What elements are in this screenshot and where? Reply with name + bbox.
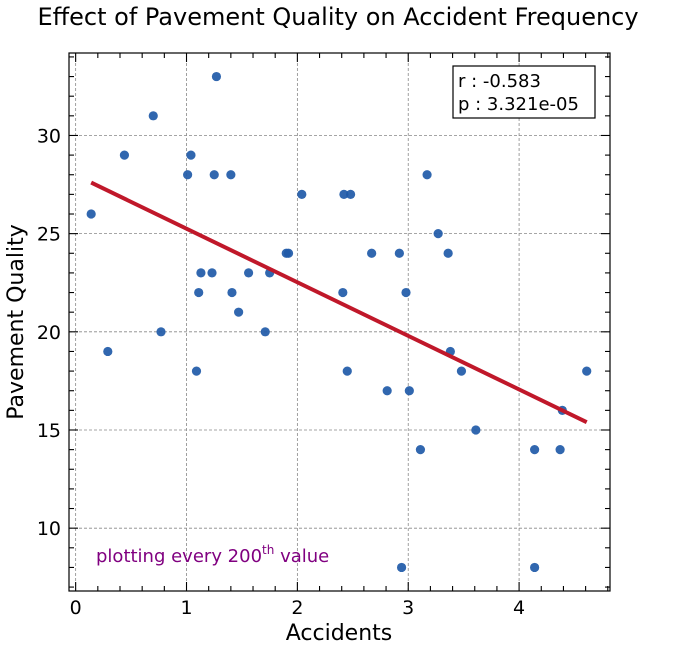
data-point [401, 287, 411, 298]
x-tick-label: 2 [291, 597, 303, 619]
data-point [404, 386, 414, 396]
data-point [582, 366, 592, 376]
data-point [243, 268, 254, 278]
data-point [433, 229, 443, 239]
data-points [86, 71, 592, 573]
sampling-note-superscript: th [262, 543, 274, 557]
x-tick-label: 1 [180, 597, 192, 619]
data-point [415, 445, 426, 455]
stats-box-frame [452, 65, 596, 119]
data-point [207, 268, 217, 278]
stats-p: p : 3.321e-05 [458, 94, 579, 115]
data-point [345, 189, 356, 199]
data-point [471, 425, 481, 435]
data-point [103, 346, 113, 357]
x-tick-label: 0 [70, 597, 82, 619]
data-point [555, 445, 565, 455]
x-axis-label: Accidents [286, 621, 393, 646]
data-point [339, 189, 349, 199]
y-tick-label: 15 [37, 420, 61, 442]
data-point [226, 170, 236, 180]
data-point [156, 327, 166, 337]
data-point [196, 268, 206, 278]
data-point [260, 327, 270, 337]
stats-r: r : -0.583 [458, 71, 541, 92]
regression-line [90, 180, 588, 424]
stats-box: r : -0.583 p : 3.321e-05 [452, 65, 596, 119]
data-point [422, 170, 432, 180]
y-tick-label: 30 [37, 125, 61, 147]
x-tick-label: 3 [402, 597, 414, 619]
y-tick-label: 10 [37, 518, 61, 540]
data-point [297, 189, 307, 199]
data-point [227, 287, 237, 298]
data-point [338, 287, 348, 298]
data-point [394, 248, 404, 258]
x-tick-label: 4 [513, 597, 525, 619]
sampling-note: plotting every 200th value [96, 543, 329, 567]
axis-ticks [69, 53, 610, 591]
data-point [396, 562, 407, 573]
data-point [443, 248, 453, 258]
data-point [456, 366, 467, 376]
data-point [191, 366, 202, 376]
y-tick-label: 25 [37, 224, 61, 246]
data-point [530, 562, 540, 573]
tick-labels: 0 1 2 3 4 10 15 20 25 30 [37, 125, 525, 619]
sampling-note-suffix: value [274, 546, 329, 567]
data-point [530, 445, 540, 455]
data-point [194, 287, 204, 298]
y-axis-label: Pavement Quality [4, 224, 29, 419]
chart-title: Effect of Pavement Quality on Accident F… [37, 3, 638, 31]
data-point [211, 71, 222, 82]
y-tick-label: 20 [37, 322, 61, 344]
data-point [186, 150, 196, 160]
plot-frame [68, 52, 611, 592]
data-point [283, 248, 294, 258]
data-point [183, 170, 193, 180]
data-point [148, 111, 158, 121]
data-point [119, 150, 130, 160]
data-point [86, 209, 96, 219]
data-point [342, 366, 352, 376]
data-point [382, 386, 392, 396]
data-point [367, 248, 377, 258]
sampling-note-prefix: plotting every 200 [96, 546, 262, 567]
data-point [234, 307, 244, 317]
data-point [209, 170, 219, 180]
grid [69, 53, 610, 591]
